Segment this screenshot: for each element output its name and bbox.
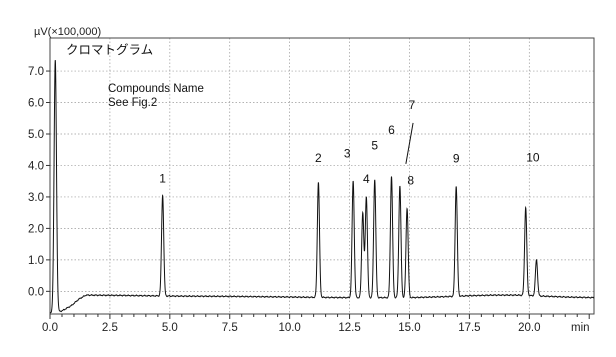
x-tick-label: 15.0 bbox=[398, 322, 420, 334]
y-tick-label: 0.0 bbox=[28, 286, 44, 298]
chart-title: クロマトグラム bbox=[66, 43, 153, 57]
y-tick-label: 4.0 bbox=[28, 160, 44, 172]
peak-label-9: 9 bbox=[453, 152, 460, 166]
plot-frame bbox=[49, 37, 595, 315]
chromatogram-trace bbox=[49, 59, 595, 314]
x-tick-label: 0.0 bbox=[42, 322, 58, 334]
annotation-line-1: Compounds Name bbox=[108, 83, 204, 95]
x-axis-ticks: 0.0 2.5 5.0 7.5 10.0 12.5 15.0 17.5 20.0 bbox=[42, 314, 590, 334]
x-tick-label: 17.5 bbox=[458, 322, 480, 334]
y-tick-label: 2.0 bbox=[28, 223, 44, 235]
peak-label-4: 4 bbox=[363, 172, 370, 186]
peak-7-leader-line bbox=[405, 122, 414, 164]
peak-label-2: 2 bbox=[315, 151, 322, 165]
x-tick-label: 5.0 bbox=[162, 322, 178, 334]
annotation-line-2: See Fig.2 bbox=[108, 97, 157, 109]
x-tick-label: 2.5 bbox=[102, 322, 118, 334]
y-tick-label: 6.0 bbox=[28, 98, 44, 110]
peak-label-1: 1 bbox=[159, 172, 166, 186]
x-tick-label: 10.0 bbox=[278, 322, 300, 334]
trace-line bbox=[49, 59, 595, 314]
y-tick-label: 1.0 bbox=[28, 255, 44, 267]
y-tick-label: 5.0 bbox=[28, 129, 44, 141]
peak-label-5: 5 bbox=[371, 139, 378, 153]
y-tick-label: 3.0 bbox=[28, 192, 44, 204]
peak-label-8: 8 bbox=[407, 173, 414, 187]
x-tick-label: 20.0 bbox=[518, 322, 540, 334]
y-axis-ticks: 0.0 1.0 2.0 3.0 4.0 5.0 6.0 7.0 bbox=[28, 66, 50, 298]
peak-label-10: 10 bbox=[526, 151, 540, 165]
peak-label-3: 3 bbox=[344, 147, 351, 161]
y-tick-label: 7.0 bbox=[28, 66, 44, 78]
x-axis-unit-label: min bbox=[571, 322, 590, 334]
x-tick-label: 12.5 bbox=[338, 322, 360, 334]
x-tick-label: 7.5 bbox=[222, 322, 238, 334]
peak-label-7: 7 bbox=[409, 98, 416, 112]
peak-label-6: 6 bbox=[388, 123, 395, 137]
y-axis-unit-label: µV(×100,000) bbox=[34, 26, 101, 38]
